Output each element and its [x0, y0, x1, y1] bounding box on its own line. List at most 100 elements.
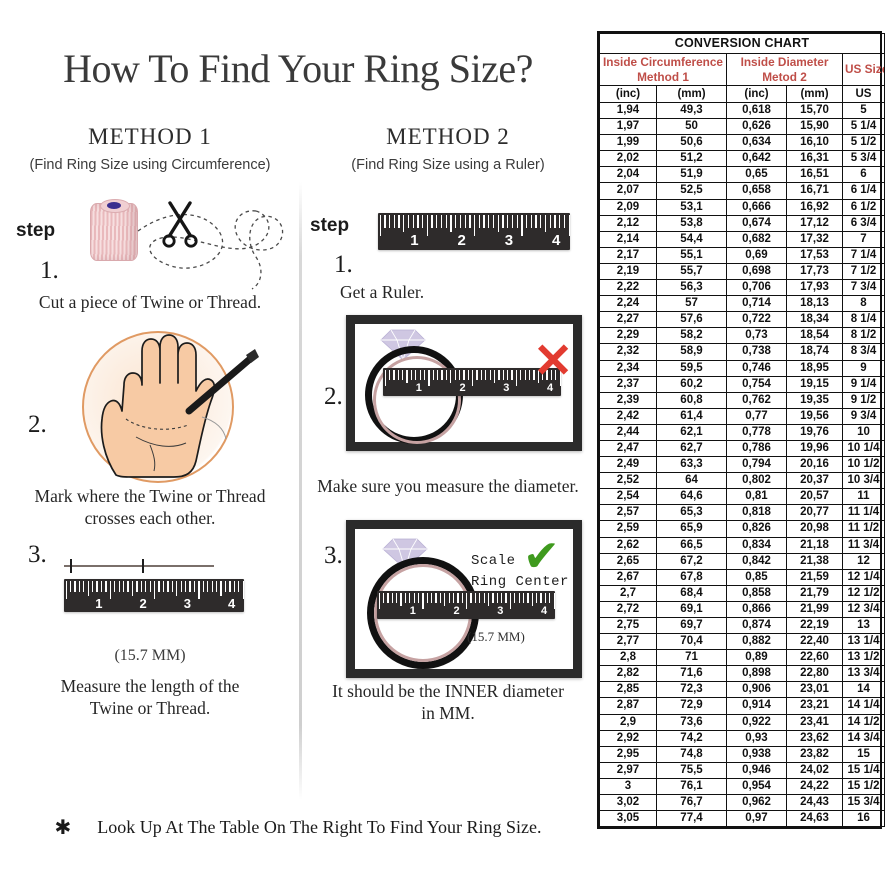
- table-cell: 9 3/4: [842, 407, 885, 425]
- table-cell: 23,21: [786, 697, 843, 715]
- table-cell: 2,24: [599, 295, 657, 313]
- table-cell: 21,99: [786, 600, 843, 619]
- table-cell: 9 1/2: [842, 391, 885, 409]
- step-caption: Cut a piece of Twine or Thread.: [38, 292, 262, 312]
- table-row: 2,67 67,8 0,85 21,59 12 1/4: [599, 568, 885, 586]
- table-row: 2,65 67,2 0,842 21,38 12: [599, 552, 885, 570]
- ruler-number: 3: [503, 382, 510, 394]
- table-row: 2,37 60,2 0,754 19,15 9 1/4: [599, 375, 885, 393]
- table-cell: 2,29: [599, 327, 657, 345]
- table-row: 2,02 51,2 0,642 16,31 5 3/4: [599, 150, 885, 168]
- table-cell: 0,882: [726, 633, 787, 651]
- unit-header-row: (inc) (mm) (inc) (mm) US: [599, 85, 885, 103]
- table-cell: 12 1/4: [842, 568, 885, 586]
- table-cell: 20,98: [786, 520, 843, 538]
- vertical-divider: [299, 182, 302, 800]
- unit-cell: (mm): [656, 85, 727, 103]
- table-row: 2,04 51,9 0,65 16,51 6: [599, 166, 885, 184]
- group-line-1: Inside Diameter: [740, 54, 829, 69]
- table-cell: 2,57: [599, 504, 657, 522]
- table-cell: 9 1/4: [842, 375, 885, 393]
- table-cell: 7 1/2: [842, 262, 885, 281]
- table-row: 2,07 52,5 0,658 16,71 6 1/4: [599, 182, 885, 200]
- step-number: 1.: [40, 257, 59, 284]
- table-row: 2,47 62,7 0,786 19,96 10 1/4: [599, 439, 885, 458]
- table-row: 2,12 53,8 0,674 17,12 6 3/4: [599, 214, 885, 232]
- group-header-us-sizes: US Sizes: [842, 53, 885, 86]
- ruler-number: 4: [228, 595, 236, 611]
- table-cell: 24,22: [786, 777, 843, 796]
- table-row: 1,94 49,3 0,618 15,70 5: [599, 101, 885, 120]
- unit-cell: (inc): [599, 85, 657, 103]
- method-2-title: METHOD 2: [386, 124, 510, 149]
- step-caption-line-2: in MM.: [421, 703, 475, 724]
- table-cell: 0,802: [726, 472, 787, 490]
- step-caption-line-2: Twine or Thread.: [89, 698, 211, 719]
- table-cell: 16: [842, 810, 885, 828]
- table-cell: 0,858: [726, 584, 787, 602]
- table-cell: 66,5: [656, 536, 727, 554]
- table-cell: 2,49: [599, 456, 657, 474]
- table-cell: 23,41: [786, 713, 843, 731]
- table-row: 2,77 70,4 0,882 22,40 13 1/4: [599, 633, 885, 651]
- table-cell: 19,15: [786, 375, 843, 393]
- ruler-number: 2: [457, 231, 466, 249]
- table-cell: 23,01: [786, 681, 843, 699]
- table-cell: 14 1/4: [842, 697, 885, 715]
- step-caption-group: Measure the length of the Twine or Threa…: [2, 675, 298, 720]
- wrong-measure-panel: 1 2 3 4 ✕: [346, 315, 582, 451]
- ruler-number: 2: [459, 382, 466, 394]
- table-cell: 57: [656, 295, 727, 313]
- table-cell: 0,77: [726, 407, 787, 425]
- table-cell: 21,18: [786, 536, 843, 554]
- step-caption-line-1: Measure the length of the: [60, 676, 240, 696]
- table-cell: 23,62: [786, 729, 843, 747]
- hand-icon: [100, 334, 259, 478]
- table-cell: 50: [656, 118, 727, 136]
- step-label: step: [310, 215, 350, 236]
- scale-label-line-2: Ring Center: [471, 574, 569, 590]
- table-cell: 2,7: [599, 584, 657, 602]
- table-cell: 2,39: [599, 391, 657, 409]
- table-cell: 76,1: [656, 777, 727, 796]
- table-cell: 22,40: [786, 633, 843, 651]
- table-cell: 20,77: [786, 504, 843, 522]
- table-cell: 0,626: [726, 118, 787, 136]
- table-row: 2,62 66,5 0,834 21,18 11 3/4: [599, 536, 885, 554]
- group-line-1: Inside Circumference: [603, 54, 723, 69]
- check-mark-icon: ✔: [523, 532, 560, 581]
- table-cell: 62,1: [656, 423, 727, 441]
- table-cell: 69,7: [656, 616, 727, 635]
- table-cell: 2,17: [599, 246, 657, 264]
- ruler-number: 4: [547, 382, 554, 394]
- table-cell: 19,35: [786, 391, 843, 409]
- table-cell: 0,794: [726, 456, 787, 474]
- table-cell: 7 1/4: [842, 246, 885, 264]
- table-cell: 52,5: [656, 182, 727, 200]
- table-cell: 0,898: [726, 665, 787, 683]
- step-number: 3.: [28, 541, 47, 568]
- table-cell: 2,95: [599, 745, 657, 763]
- table-cell: 18,13: [786, 295, 843, 313]
- table-cell: 11 3/4: [842, 536, 885, 554]
- table-cell: 0,674: [726, 214, 787, 232]
- table-cell: 0,618: [726, 101, 787, 120]
- table-cell: 0,85: [726, 568, 787, 586]
- twine-illustration: [80, 197, 295, 302]
- table-row: 3,05 77,4 0,97 24,63 16: [599, 810, 885, 828]
- table-row: 2,85 72,3 0,906 23,01 14: [599, 681, 885, 699]
- table-cell: 72,3: [656, 681, 727, 699]
- table-cell: 11: [842, 488, 885, 506]
- table-cell: 63,3: [656, 456, 727, 474]
- table-cell: 23,82: [786, 745, 843, 763]
- method-1-step-3: 3. 1 2 3 4 (15.7 MM) Measure the length of …: [2, 535, 298, 725]
- table-cell: 24,43: [786, 794, 843, 812]
- table-row: 2,32 58,9 0,738 18,74 8 3/4: [599, 343, 885, 361]
- table-cell: 2,82: [599, 665, 657, 683]
- instructions-panel: How To Find Your Ring Size? METHOD 1 (Fi…: [2, 46, 582, 839]
- page-title: How To Find Your Ring Size?: [63, 46, 533, 91]
- table-cell: 8 1/4: [842, 311, 885, 329]
- table-cell: 2,67: [599, 568, 657, 586]
- group-header-circumference: Inside Circumference Method 1: [599, 53, 727, 86]
